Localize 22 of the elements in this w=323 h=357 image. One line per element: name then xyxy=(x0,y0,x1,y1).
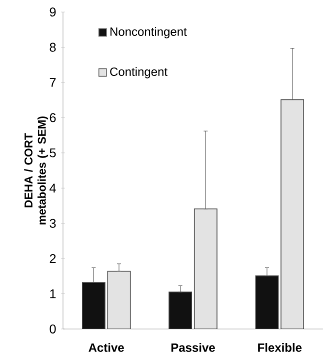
x-tick-label: Active xyxy=(88,343,124,352)
y-tick-label: 6 xyxy=(50,113,56,122)
y-tick-label: 3 xyxy=(50,218,56,228)
y-tick-label: 5 xyxy=(50,148,56,158)
legend-label: Noncontingent xyxy=(110,27,187,38)
y-axis-title: DEHA / CORT metabolites (+ SEM) xyxy=(24,116,48,224)
y-tick-label: 0 xyxy=(50,324,56,334)
y-tick-label: 8 xyxy=(50,42,56,52)
bar xyxy=(255,275,279,329)
bar xyxy=(194,208,218,329)
legend-label: Contingent xyxy=(110,67,168,78)
bar xyxy=(107,270,131,329)
bar xyxy=(280,99,304,329)
bar xyxy=(168,292,192,329)
x-tick-label: Passive xyxy=(171,343,215,352)
y-tick-label: 9 xyxy=(50,8,56,16)
x-tick-label: Flexible xyxy=(258,343,302,352)
y-tick-label: 7 xyxy=(50,78,56,87)
y-tick-label: 4 xyxy=(50,184,56,192)
y-tick-label: 2 xyxy=(50,254,56,263)
y-tick-label: 1 xyxy=(50,289,56,298)
bar xyxy=(82,282,106,329)
